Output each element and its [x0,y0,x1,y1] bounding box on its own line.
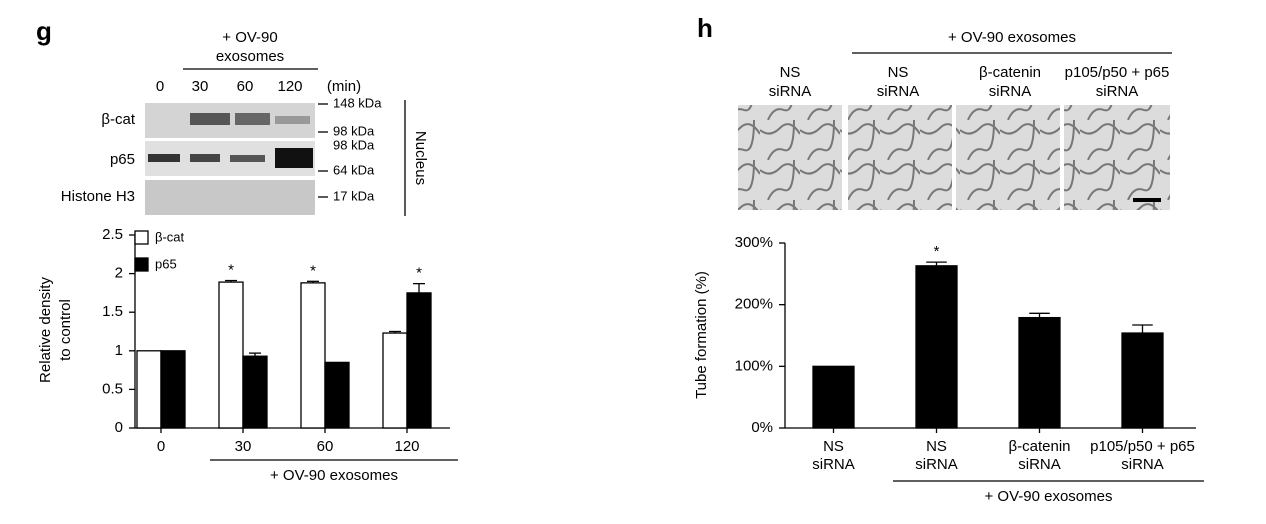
bar [300,282,326,429]
bar [242,355,268,429]
panel-label: g [36,16,52,46]
column-label: siRNA [989,83,1032,100]
micrograph [1064,105,1170,210]
bar [915,265,958,429]
micrograph [848,105,952,210]
significance-label: * [228,262,234,279]
row-label: p65 [110,151,135,168]
x-tick-label: siRNA [812,456,855,473]
scale-bar [1133,198,1161,202]
significance-label: * [934,243,940,260]
x-tick-label: 0 [157,438,165,455]
x-tick-label: NS [926,438,947,455]
lane-label: 60 [237,78,254,95]
y-tick-label: 2.5 [102,226,123,243]
micrograph [738,105,842,210]
band [235,113,270,125]
row-label: Histone H3 [61,188,135,205]
y-tick-label: 1.5 [102,303,123,320]
column-label: β-catenin [979,64,1041,81]
lane-label: 120 [277,78,302,95]
bar [218,281,244,429]
y-tick-label: 1 [115,342,123,359]
bar [324,361,350,429]
band [275,148,313,168]
legend-swatch [134,257,149,272]
x-tick-label: siRNA [1121,456,1164,473]
band [275,116,310,124]
y-axis-label: Tube formation (%) [693,271,710,399]
y-tick-label: 200% [735,296,773,313]
y-tick-label: 100% [735,357,773,374]
marker-label: 148 kDa [333,95,382,110]
band [148,154,180,162]
y-axis-label: Relative density [37,277,54,383]
x-tick-label: siRNA [1018,456,1061,473]
column-label: p105/p50 + p65 [1065,64,1170,81]
bar [1121,332,1164,429]
band [230,155,265,162]
bar [136,350,162,429]
x-tick-label: NS [823,438,844,455]
blot-header: + OV-90 [222,29,277,46]
panel-label: h [697,13,713,43]
legend-label: β-cat [155,229,185,244]
blot-header: exosomes [216,48,284,65]
micrograph [956,105,1060,210]
lane-label: 30 [192,78,209,95]
row-label: β-cat [101,111,135,128]
charts: 0 0.5 1 1.5 2 2.5 Relative density to control 0 3… [37,226,1204,505]
y-tick-label: 2 [115,265,123,282]
marker-label: 64 kDa [333,162,375,177]
micrographs: + OV-90 exosomes NS siRNA NS siRNA β-cat… [738,29,1172,210]
bar [160,350,186,429]
bar [812,365,855,429]
significance-label: * [310,262,316,279]
bar [406,292,432,429]
significance-label: * [416,265,422,282]
x-tick-label: 120 [394,438,419,455]
group-label: + OV-90 exosomes [270,467,398,484]
blot-strip [145,180,315,215]
y-tick-label: 0.5 [102,380,123,397]
x-tick-label: siRNA [915,456,958,473]
column-label: siRNA [769,83,812,100]
y-tick-label: 0 [115,419,123,436]
legend-swatch [134,230,149,245]
bar [1018,316,1061,429]
y-axis-label: to control [57,299,74,361]
marker-label: 17 kDa [333,188,375,203]
y-tick-label: 0% [751,419,773,436]
fraction-label: Nucleus [412,131,429,185]
x-tick-label: p105/p50 + p65 [1090,438,1195,455]
marker-label: 98 kDa [333,123,375,138]
western-blot: + OV-90 exosomes 0 30 60 120 (min) β-cat… [61,29,429,216]
marker-label: 98 kDa [333,137,375,152]
x-tick-label: 30 [235,438,252,455]
column-label: NS [780,64,801,81]
x-tick-label: β-catenin [1009,438,1071,455]
group-label: + OV-90 exosomes [985,488,1113,505]
band [190,154,220,162]
bar [382,332,408,429]
unit-label: (min) [327,78,361,95]
x-tick-label: 60 [317,438,334,455]
lane-label: 0 [156,78,164,95]
images-header: + OV-90 exosomes [948,29,1076,46]
y-tick-label: 300% [735,234,773,251]
column-label: NS [888,64,909,81]
band [190,113,230,125]
legend-label: p65 [155,256,177,271]
column-label: siRNA [877,83,920,100]
column-label: siRNA [1096,83,1139,100]
